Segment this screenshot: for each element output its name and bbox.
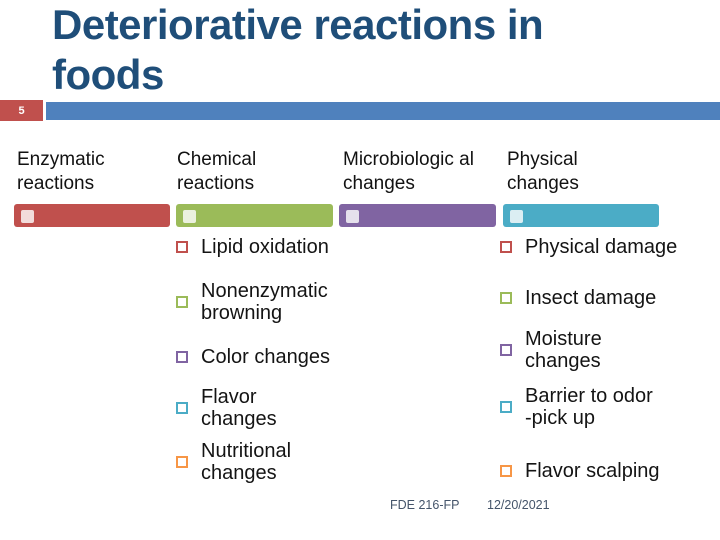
footer-date: 12/20/2021	[487, 498, 550, 512]
bullet-square-icon	[176, 456, 188, 468]
list-item: Moisture changes	[500, 328, 718, 372]
bullet-square-icon	[176, 351, 188, 363]
category-bar-microbiological	[339, 204, 496, 227]
list-item-label: Barrier to odor -pick up	[525, 385, 653, 429]
list-item-label: Color changes	[201, 346, 330, 368]
slide-number-badge: 5	[0, 100, 43, 121]
list-item-label: Flavor scalping	[525, 460, 660, 482]
title-rule-bar	[46, 102, 720, 120]
column-header-microbiological: Microbiologic al changes	[343, 149, 474, 194]
bullet-square-icon	[176, 241, 188, 253]
bullet-square-icon	[176, 402, 188, 414]
bar-bullet-tile-icon	[510, 210, 523, 223]
bullet-square-icon	[500, 344, 512, 356]
list-item-label: Nutritional changes	[201, 440, 292, 484]
slide-title-line-1: Deteriorative reactions in	[52, 1, 544, 48]
list-item: Flavor scalping	[500, 460, 718, 482]
list-item-label: Moisture changes	[525, 328, 602, 372]
list-item-label: Nonenzymatic browning	[201, 280, 328, 324]
column-header-chemical: Chemical reactions	[177, 149, 257, 194]
column-header-physical: Physical changes	[507, 149, 579, 194]
bullet-square-icon	[500, 292, 512, 304]
category-bar-enzymatic	[14, 204, 170, 227]
column-header-enzymatic: Enzymatic reactions	[17, 149, 105, 194]
list-item: Flavor changes	[176, 386, 366, 430]
bar-bullet-tile-icon	[21, 210, 34, 223]
bullet-square-icon	[500, 241, 512, 253]
list-item: Color changes	[176, 346, 366, 368]
list-item: Lipid oxidation	[176, 236, 366, 258]
list-item-label: Insect damage	[525, 287, 657, 309]
bar-bullet-tile-icon	[346, 210, 359, 223]
list-item: Physical damage	[500, 236, 718, 258]
slide-title: Deteriorative reactions in foods	[52, 0, 697, 100]
chemical-reactions-list: Lipid oxidation Nonenzymatic browning Co…	[176, 236, 366, 484]
list-item: Barrier to odor -pick up	[500, 385, 718, 429]
bullet-square-icon	[500, 465, 512, 477]
footer-course-code: FDE 216-FP	[390, 498, 460, 512]
list-item: Nonenzymatic browning	[176, 280, 366, 324]
list-item: Insect damage	[500, 287, 718, 309]
bullet-square-icon	[176, 296, 188, 308]
bar-bullet-tile-icon	[183, 210, 196, 223]
list-item-label: Lipid oxidation	[201, 236, 329, 258]
category-bar-physical	[503, 204, 659, 227]
list-item: Nutritional changes	[176, 440, 366, 484]
slide-title-line-2: foods	[52, 51, 164, 98]
list-item-label: Physical damage	[525, 236, 678, 258]
bullet-square-icon	[500, 401, 512, 413]
physical-changes-list: Physical damage Insect damage Moisture c…	[500, 236, 718, 482]
category-bar-chemical	[176, 204, 333, 227]
list-item-label: Flavor changes	[201, 386, 277, 430]
